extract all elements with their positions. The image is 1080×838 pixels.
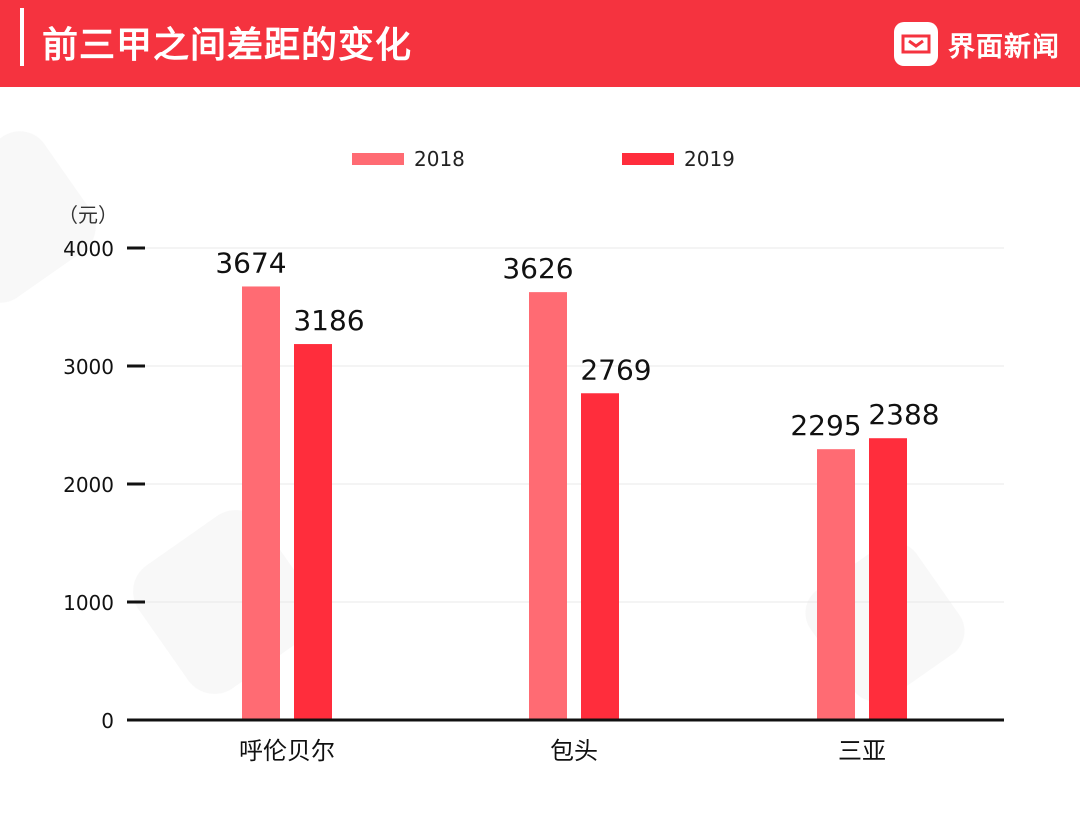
brand-name: 界面新闻 xyxy=(948,31,1060,63)
bar-2018-2 xyxy=(817,449,855,720)
y-tick-label-4000: 4000 xyxy=(63,237,114,261)
legend-swatch-2019 xyxy=(622,153,674,165)
y-tick-label-2000: 2000 xyxy=(63,473,114,497)
y-tick-label-1000: 1000 xyxy=(63,591,114,615)
data-label-2019-0: 3186 xyxy=(293,304,364,337)
header-banner: 前三甲之间差距的变化 界面新闻 xyxy=(0,0,1080,87)
legend-label-2019: 2019 xyxy=(684,147,735,171)
bar-2019-2 xyxy=(869,438,907,720)
bar-2018-1 xyxy=(529,292,567,720)
jiemian-logo-icon xyxy=(894,22,938,66)
data-label-2018-1: 3626 xyxy=(502,252,573,285)
bar-2019-0 xyxy=(294,344,332,720)
bar-2018-0 xyxy=(242,286,280,720)
page-title: 前三甲之间差距的变化 xyxy=(42,25,413,66)
data-label-2018-0: 3674 xyxy=(215,246,286,279)
data-label-2018-2: 2295 xyxy=(790,409,861,442)
y-tick-label-3000: 3000 xyxy=(63,355,114,379)
legend-item-2018: 2018 xyxy=(352,147,465,171)
header-accent-bar xyxy=(20,8,24,66)
x-tick-label-2: 三亚 xyxy=(838,737,886,765)
legend-label-2018: 2018 xyxy=(414,147,465,171)
y-axis-label: （元） xyxy=(58,203,118,227)
x-tick-label-0: 呼伦贝尔 xyxy=(239,737,335,765)
legend-item-2019: 2019 xyxy=(622,147,735,171)
x-tick-label-1: 包头 xyxy=(550,737,598,765)
data-label-2019-1: 2769 xyxy=(580,353,651,386)
data-label-2019-2: 2388 xyxy=(868,398,939,431)
brand-logo: 界面新闻 xyxy=(894,22,1060,66)
y-tick-label-0: 0 xyxy=(101,709,114,733)
bar-2019-1 xyxy=(581,393,619,720)
legend-swatch-2018 xyxy=(352,153,404,165)
